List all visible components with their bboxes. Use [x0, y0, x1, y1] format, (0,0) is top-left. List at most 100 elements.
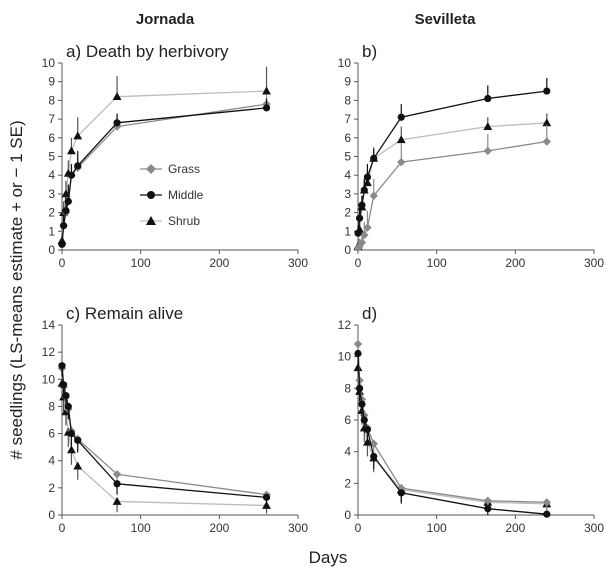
panel-c-x-tick-label: 0	[59, 521, 66, 535]
panel-a-point-shrub	[67, 146, 76, 155]
panel-d-point-middle	[358, 400, 366, 408]
panel-d-point-middle	[363, 425, 372, 434]
panel-a-y-tick-label: 7	[48, 112, 55, 126]
panel-b-point-grass	[360, 230, 369, 240]
panel-a-point-middle	[74, 162, 82, 170]
panel-c-y-tick-label: 0	[48, 508, 55, 522]
panel-c-point-shrub	[73, 461, 83, 470]
panel-d-x-tick-label: 200	[505, 521, 525, 535]
panel-b-point-middle	[484, 94, 492, 103]
legend: Grass Middle Shrub	[140, 162, 204, 228]
panel-d-y-tick-label: 12	[338, 318, 352, 332]
panel-a-point-middle	[67, 171, 76, 179]
panel-d-y-tick-label: 0	[344, 508, 351, 522]
panel-c-series-grass	[57, 364, 271, 506]
panel-a-y-tick-label: 10	[42, 56, 56, 70]
panel-b-y-tick-label: 8	[344, 93, 351, 107]
panel-a-y-tick-label: 6	[48, 131, 55, 145]
panel-b-series-grass	[353, 124, 551, 253]
panel-b-y-tick-label: 7	[344, 112, 351, 126]
panel-b-line-shrub	[357, 122, 547, 247]
panel-d-x-tick-label: 100	[427, 521, 447, 535]
panel-b-point-shrub	[542, 118, 552, 127]
panel-c-y-tick-label: 6	[48, 427, 55, 441]
panel-c-point-middle	[58, 362, 66, 370]
panel-c-x-tick-label: 100	[131, 521, 151, 535]
panel-a-y-tick-label: 1	[48, 224, 55, 238]
panel-d-point-middle	[370, 452, 378, 461]
panel-d-point-middle	[354, 349, 362, 358]
legend-entry-shrub: Shrub	[168, 214, 200, 228]
panel-c-point-middle	[67, 429, 76, 438]
panel-a-y-tick-label: 9	[48, 75, 55, 89]
panel-a-point-shrub	[112, 92, 122, 101]
panel-b-point-grass	[397, 157, 406, 167]
panel-c-point-middle	[262, 493, 271, 501]
panel-a-y-tick-label: 5	[48, 150, 55, 164]
panel-b-x-tick-label: 300	[584, 256, 604, 270]
panel-b-title: b)	[362, 42, 377, 61]
panel-c-y-tick-label: 10	[42, 372, 56, 386]
panel-d-y-tick-label: 10	[338, 350, 352, 364]
panel-a-y-tick-label: 8	[48, 93, 55, 107]
panel-a-y-tick-label: 2	[48, 206, 55, 220]
panel-b-point-middle	[397, 113, 405, 121]
panel-c-point-shrub	[67, 445, 76, 454]
panel-d-x-tick-label: 300	[584, 521, 604, 535]
panel-b-point-middle	[363, 173, 372, 181]
panel-a-point-middle	[58, 240, 66, 248]
panel-b-point-grass	[369, 191, 378, 200]
panel-d-x-tick-label: 0	[355, 521, 362, 535]
legend-marker-middle	[147, 191, 155, 199]
panel-c-title: c) Remain alive	[66, 304, 183, 323]
panel-b-series-shrub	[353, 113, 552, 250]
panel-a-line-shrub	[61, 90, 267, 241]
panel-b-x-tick-label: 100	[427, 256, 447, 270]
panel-b-line-grass	[357, 140, 547, 249]
panel-c-series-shrub	[57, 378, 271, 514]
panel-c-point-middle	[59, 381, 68, 389]
panel-b-point-grass	[363, 223, 372, 232]
x-axis-title: Days	[309, 548, 348, 567]
legend-marker-grass	[146, 164, 156, 174]
panel-a-x-tick-label: 200	[209, 256, 229, 270]
panel-d-point-middle	[360, 416, 368, 424]
panel-c-point-middle	[74, 436, 82, 444]
panel-a-point-middle	[262, 104, 271, 112]
panel-d-point-grass	[353, 339, 363, 349]
panel-d-line-shrub	[357, 367, 547, 505]
panel-b-y-tick-label: 1	[344, 224, 351, 238]
panel-b-point-middle	[543, 87, 551, 95]
panel-d-title: d)	[362, 304, 377, 323]
legend-entry-middle: Middle	[168, 188, 204, 202]
panel-b-point-grass	[542, 137, 551, 146]
panel-b-x-tick-label: 200	[505, 256, 525, 270]
panel-c-point-shrub	[112, 496, 122, 505]
panel-d-y-tick-label: 6	[344, 413, 351, 427]
panel-b-point-grass	[483, 146, 492, 156]
panel-a-point-middle	[59, 222, 68, 230]
panel-a-point-middle	[62, 207, 70, 215]
panel-c: 0 2 4 6 8 10 12 14 0 100 200 300 c) Remain alive	[42, 304, 309, 535]
panel-a-x-tick-label: 0	[59, 256, 66, 270]
panel-b-line-middle	[357, 90, 547, 234]
panel-a-point-middle	[113, 119, 121, 127]
panel-b-y-tick-label: 3	[344, 187, 351, 201]
panel-d-point-grass	[542, 498, 551, 507]
panel-a-title: a) Death by herbivory	[66, 42, 229, 61]
panel-a-y-tick-label: 4	[48, 168, 55, 182]
panel-d-line-middle	[357, 353, 547, 515]
panel-b-y-tick-label: 2	[344, 206, 351, 220]
panel-c-line-grass	[61, 368, 267, 496]
panel-c-y-tick-label: 12	[42, 345, 56, 359]
panel-d-point-grass	[483, 496, 492, 505]
panel-a-x-tick-label: 100	[131, 256, 151, 270]
panel-c-x-tick-label: 300	[288, 521, 308, 535]
panel-c-series-middle	[58, 362, 271, 509]
panel-d-line-grass	[357, 343, 547, 503]
panel-a-series-middle	[58, 98, 271, 248]
legend-entry-grass: Grass	[168, 162, 200, 176]
